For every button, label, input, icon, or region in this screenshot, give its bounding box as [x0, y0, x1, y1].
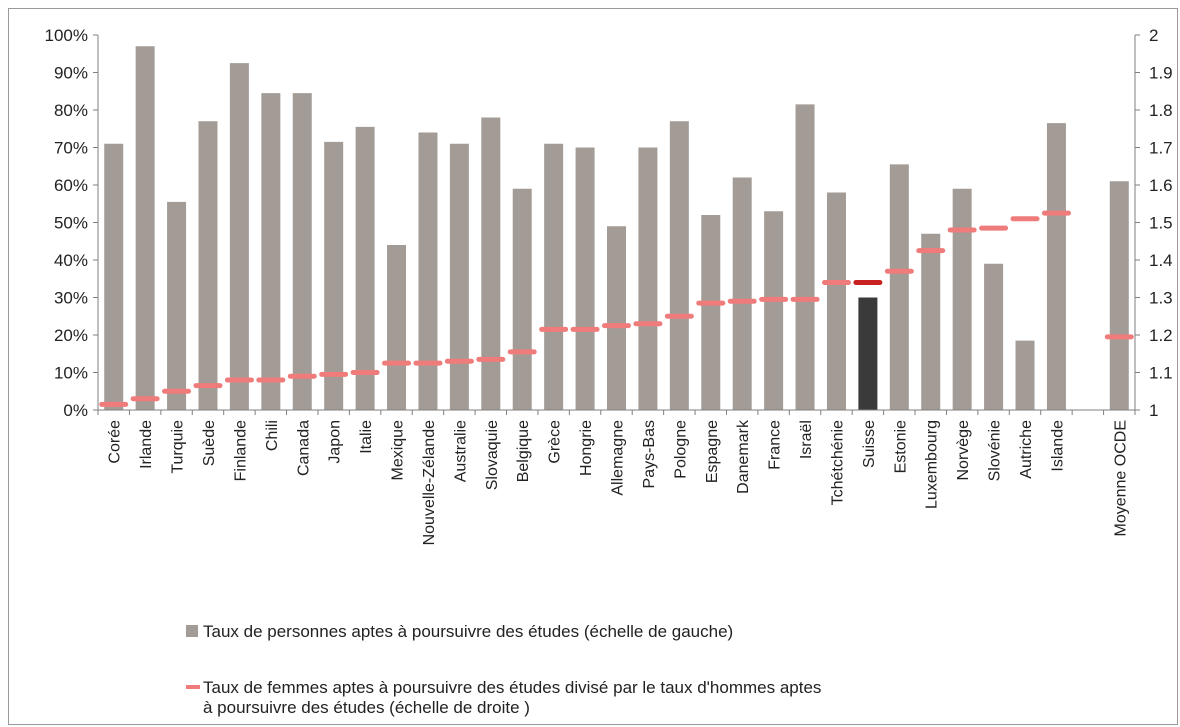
bar-Australie	[449, 143, 469, 410]
bar-Autriche	[1015, 340, 1035, 410]
left-tick-label: 100%	[45, 26, 88, 45]
bar-Chili	[261, 93, 281, 410]
category-label: Danemark	[735, 419, 752, 494]
left-tick-label: 90%	[54, 64, 88, 83]
bar-Mexique	[387, 245, 407, 410]
ratio-dashes-layer	[99, 210, 1134, 407]
category-label: Italie	[358, 420, 375, 454]
category-labels: Corée Irlande Turquie Suède Finlande Chili Can…	[107, 419, 1130, 545]
category-label: Australie	[452, 420, 469, 482]
bar-Nouvelle-Zélande	[418, 132, 438, 410]
category-label: Moyenne OCDE	[1112, 420, 1129, 537]
bar-Suède	[198, 121, 218, 410]
right-tick-label: 1.7	[1149, 139, 1173, 158]
left-tick-label: 10%	[54, 364, 88, 383]
legend-label-bar: Taux de personnes aptes à poursuivre des…	[203, 622, 733, 641]
right-tick-label: 1.6	[1149, 176, 1173, 195]
bar-Islande	[1046, 123, 1066, 410]
chart-frame	[8, 8, 1178, 725]
bar-Italie	[355, 126, 375, 410]
category-label: Chili	[264, 420, 281, 451]
bars-layer	[104, 46, 1129, 410]
category-label: Norvège	[955, 420, 972, 481]
category-label: Estonie	[892, 420, 909, 473]
bar-Irlande	[135, 46, 155, 410]
bar-Israël	[795, 104, 815, 410]
left-tick-label: 70%	[54, 139, 88, 158]
category-label: Turquie	[170, 420, 187, 474]
category-label: Belgique	[515, 420, 532, 482]
bar-Belgique	[512, 188, 532, 410]
left-tick-label: 60%	[54, 176, 88, 195]
bar-Pays-Bas	[638, 147, 658, 410]
right-tick-label: 1.4	[1149, 251, 1173, 270]
bar-Tchétchénie	[826, 192, 846, 410]
left-tick-label: 30%	[54, 289, 88, 308]
category-label: Japon	[327, 420, 344, 464]
bar-Danemark	[732, 177, 752, 410]
bar-Slovénie	[984, 263, 1004, 410]
legend-label-dash-line1: Taux de femmes aptes à poursuivre des ét…	[203, 678, 821, 697]
left-tick-label: 20%	[54, 326, 88, 345]
bar-Canada	[292, 93, 312, 410]
category-label: Autriche	[1018, 420, 1035, 479]
category-label: Tchétchénie	[829, 420, 846, 505]
left-tick-label: 40%	[54, 251, 88, 270]
right-tick-label: 1.2	[1149, 326, 1173, 345]
category-label: Nouvelle-Zélande	[421, 420, 438, 546]
category-label: Canada	[295, 420, 312, 476]
bar-Hongrie	[575, 147, 595, 410]
right-tick-label: 1	[1149, 401, 1158, 420]
category-label: Irlande	[138, 420, 155, 469]
bar-Moyenne OCDE	[1109, 181, 1129, 410]
bar-Grèce	[544, 143, 564, 410]
legend: Taux de personnes aptes à poursuivre des…	[186, 622, 821, 717]
bar-Espagne	[701, 215, 721, 410]
left-tick-label: 0%	[63, 401, 88, 420]
category-label: Luxembourg	[924, 420, 941, 509]
left-tick-label: 80%	[54, 101, 88, 120]
bar-Pologne	[669, 121, 689, 410]
right-tick-label: 1.3	[1149, 289, 1173, 308]
category-label: Slovénie	[987, 420, 1004, 481]
bar-Allemagne	[607, 226, 626, 410]
bar-Estonie	[889, 164, 909, 410]
category-label: Suède	[201, 420, 218, 466]
category-label: Pays-Bas	[641, 420, 658, 488]
category-label: Espagne	[704, 420, 721, 483]
category-label: Grèce	[547, 420, 564, 464]
bar-Corée	[104, 143, 124, 410]
right-tick-label: 1.9	[1149, 64, 1173, 83]
bar-Slovaquie	[481, 117, 501, 410]
right-tick-label: 2	[1149, 26, 1158, 45]
legend-label-dash-line2: à poursuivre des études (échelle de droi…	[203, 698, 530, 717]
bar-Turquie	[167, 201, 187, 410]
right-tick-label: 1.1	[1149, 364, 1173, 383]
category-label: Finlande	[232, 420, 249, 481]
right-tick-label: 1.8	[1149, 101, 1173, 120]
bar-Finlande	[229, 63, 249, 410]
category-label: Corée	[107, 420, 124, 464]
legend-swatch-bar	[186, 625, 198, 637]
category-label: Suisse	[861, 420, 878, 468]
bar-Suisse	[858, 297, 878, 410]
category-label: Slovaquie	[484, 420, 501, 490]
category-label: Mexique	[390, 420, 407, 481]
bar-Japon	[324, 141, 344, 410]
right-tick-label: 1.5	[1149, 214, 1173, 233]
category-label: Hongrie	[578, 420, 595, 476]
category-label: Islande	[1049, 420, 1066, 472]
bar-France	[764, 211, 784, 410]
left-tick-label: 50%	[54, 214, 88, 233]
bar-Luxembourg	[921, 233, 941, 410]
axes-layer: 0% 10% 20% 30% 40% 50% 60% 70% 80% 90% 100% 1 1.1 1.2…	[45, 26, 1173, 420]
category-label: Allemagne	[610, 420, 627, 496]
category-label: France	[767, 420, 784, 470]
category-label: Israël	[798, 420, 815, 459]
category-label: Pologne	[672, 420, 689, 479]
bar-Norvège	[952, 188, 972, 410]
